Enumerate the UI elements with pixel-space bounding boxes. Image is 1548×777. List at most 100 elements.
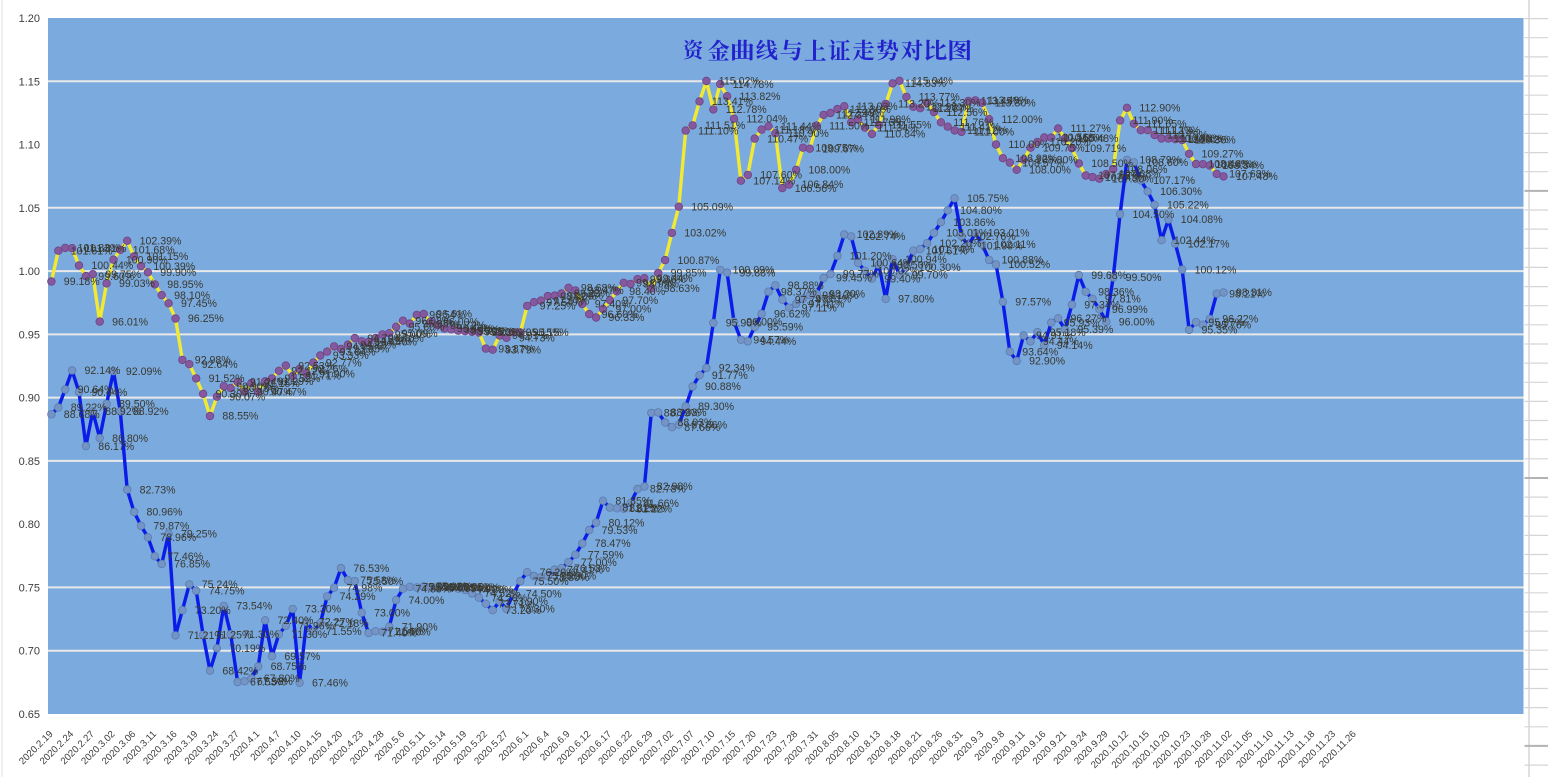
svg-text:102.76%: 102.76% — [974, 231, 1016, 243]
svg-text:99.60%: 99.60% — [98, 271, 135, 283]
svg-text:98.88%: 98.88% — [788, 280, 825, 292]
svg-text:110.20%: 110.20% — [1050, 137, 1092, 149]
svg-text:98.47%: 98.47% — [588, 285, 625, 297]
svg-text:95.40%: 95.40% — [464, 324, 501, 336]
svg-text:79.53%: 79.53% — [602, 525, 639, 537]
svg-text:99.77%: 99.77% — [843, 269, 880, 281]
svg-text:95.00%: 95.00% — [395, 329, 432, 341]
svg-text:73.30%: 73.30% — [305, 604, 342, 616]
svg-text:101.68%: 101.68% — [133, 245, 175, 257]
svg-text:91.52%: 91.52% — [209, 373, 246, 385]
svg-text:92.34%: 92.34% — [719, 363, 756, 375]
svg-text:107.68%: 107.68% — [1229, 169, 1271, 181]
svg-text:92.64%: 92.64% — [202, 359, 239, 371]
svg-text:81.85%: 81.85% — [615, 496, 652, 508]
svg-text:105.09%: 105.09% — [691, 201, 733, 213]
svg-text:75.00%: 75.00% — [429, 582, 466, 594]
svg-text:80.96%: 80.96% — [147, 507, 184, 519]
svg-text:94.70%: 94.70% — [388, 333, 425, 345]
svg-text:99.36%: 99.36% — [650, 274, 687, 286]
svg-text:77.59%: 77.59% — [588, 549, 625, 561]
svg-text:111.98%: 111.98% — [871, 114, 912, 126]
svg-text:112.90%: 112.90% — [1139, 103, 1181, 115]
svg-text:75.50%: 75.50% — [533, 576, 570, 588]
svg-text:103.01%: 103.01% — [988, 228, 1030, 240]
svg-text:110.90%: 110.90% — [788, 128, 830, 140]
svg-text:100.90%: 100.90% — [126, 254, 168, 266]
svg-text:98.99%: 98.99% — [643, 279, 680, 291]
svg-text:95.18%: 95.18% — [1050, 327, 1087, 339]
svg-text:82.78%: 82.78% — [650, 484, 687, 496]
svg-text:76.53%: 76.53% — [353, 563, 390, 575]
svg-text:91.15%: 91.15% — [264, 378, 301, 390]
svg-text:100.50%: 100.50% — [891, 260, 933, 272]
svg-text:72.27%: 72.27% — [319, 617, 356, 629]
svg-text:75.05%: 75.05% — [422, 582, 459, 594]
svg-text:91.24%: 91.24% — [250, 377, 287, 389]
svg-text:96.22%: 96.22% — [1222, 314, 1259, 326]
svg-text:111.00%: 111.00% — [974, 127, 1015, 139]
svg-text:95.09%: 95.09% — [402, 328, 439, 340]
svg-text:80.12%: 80.12% — [609, 517, 646, 529]
svg-text:0.75: 0.75 — [19, 582, 40, 594]
svg-text:97.11%: 97.11% — [802, 302, 838, 314]
svg-text:110.48%: 110.48% — [1077, 133, 1119, 145]
svg-text:108.92%: 108.92% — [1015, 153, 1057, 165]
svg-text:71.55%: 71.55% — [326, 626, 363, 638]
svg-text:98.40%: 98.40% — [629, 286, 666, 298]
svg-text:100.09%: 100.09% — [733, 265, 775, 277]
svg-text:97.54%: 97.54% — [546, 297, 583, 309]
svg-text:94.45%: 94.45% — [374, 336, 411, 348]
svg-text:99.70%: 99.70% — [912, 270, 949, 282]
svg-text:90.88%: 90.88% — [705, 381, 742, 393]
svg-text:109.75%: 109.75% — [1043, 142, 1085, 154]
svg-text:75.00%: 75.00% — [464, 582, 501, 594]
svg-text:100.94%: 100.94% — [905, 254, 947, 266]
svg-text:74.52%: 74.52% — [484, 588, 521, 600]
svg-text:113.30%: 113.30% — [995, 98, 1037, 110]
svg-text:112.34%: 112.34% — [836, 110, 878, 122]
svg-text:108.34%: 108.34% — [1222, 160, 1264, 172]
svg-text:77.46%: 77.46% — [167, 551, 204, 563]
svg-text:98.23%: 98.23% — [574, 288, 611, 300]
svg-text:95.59%: 95.59% — [767, 322, 804, 334]
svg-text:75.58%: 75.58% — [360, 575, 397, 587]
svg-text:102.11%: 102.11% — [995, 239, 1037, 251]
svg-text:107.17%: 107.17% — [1153, 175, 1195, 187]
svg-text:97.57%: 97.57% — [1015, 297, 1052, 309]
svg-text:68.75%: 68.75% — [271, 661, 308, 673]
svg-text:100.64%: 100.64% — [871, 258, 913, 270]
svg-text:104.50%: 104.50% — [1133, 209, 1175, 221]
svg-text:101.20%: 101.20% — [850, 251, 892, 263]
svg-text:90.75%: 90.75% — [243, 383, 280, 395]
svg-text:111.76%: 111.76% — [953, 117, 994, 129]
svg-text:67.80%: 67.80% — [264, 673, 301, 685]
svg-text:110.56%: 110.56% — [1057, 132, 1099, 144]
svg-text:100.44%: 100.44% — [91, 260, 133, 272]
svg-text:94.05%: 94.05% — [347, 341, 384, 353]
svg-text:96.54%: 96.54% — [429, 310, 466, 322]
svg-text:107.14%: 107.14% — [753, 175, 795, 187]
svg-text:113.77%: 113.77% — [919, 92, 961, 104]
svg-text:75.05%: 75.05% — [457, 582, 494, 594]
svg-text:74.90%: 74.90% — [471, 583, 508, 595]
svg-text:90.47%: 90.47% — [271, 386, 308, 398]
svg-text:101.15%: 101.15% — [147, 251, 189, 263]
svg-text:94.44%: 94.44% — [1043, 336, 1080, 348]
svg-text:112.04%: 112.04% — [746, 113, 788, 125]
svg-text:99.07%: 99.07% — [636, 278, 673, 290]
svg-text:88.92%: 88.92% — [105, 406, 142, 418]
svg-text:95.15%: 95.15% — [526, 327, 563, 339]
svg-text:99.03%: 99.03% — [119, 278, 156, 290]
svg-text:101.74%: 101.74% — [933, 244, 975, 256]
svg-text:87.66%: 87.66% — [684, 422, 721, 434]
svg-text:107.30%: 107.30% — [1112, 173, 1154, 185]
svg-text:73.54%: 73.54% — [236, 601, 273, 613]
svg-text:82.73%: 82.73% — [140, 484, 177, 496]
svg-text:74.75%: 74.75% — [209, 585, 246, 597]
svg-text:97.67%: 97.67% — [553, 295, 590, 307]
svg-text:98.10%: 98.10% — [174, 290, 211, 302]
svg-text:67.53%: 67.53% — [250, 677, 287, 689]
svg-text:101.61%: 101.61% — [926, 245, 968, 257]
svg-text:99.90%: 99.90% — [160, 267, 197, 279]
